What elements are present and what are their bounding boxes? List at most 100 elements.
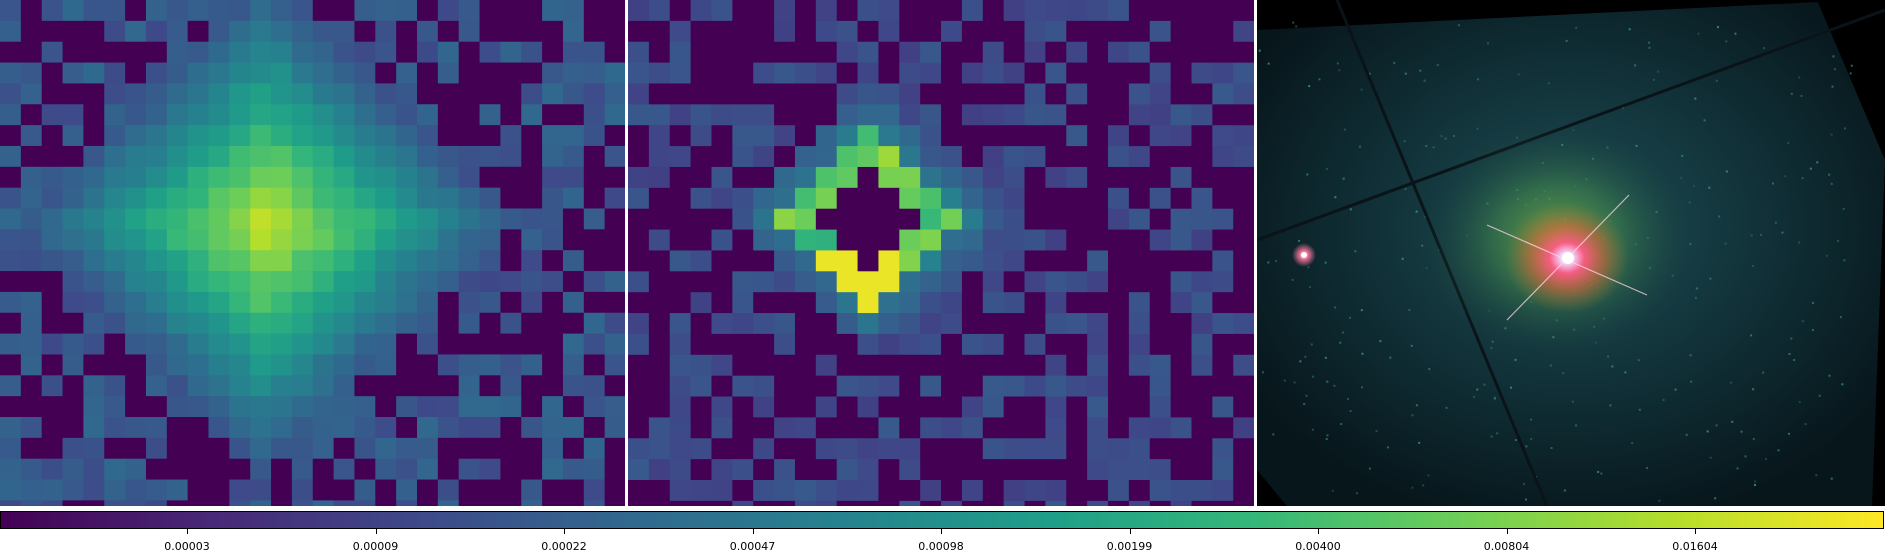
heatmap-pixel — [899, 250, 921, 272]
noise-speck — [1342, 177, 1345, 180]
heatmap-pixel — [1066, 375, 1088, 398]
heatmap-pixel — [1003, 0, 1026, 22]
heatmap-pixel — [0, 479, 22, 501]
heatmap-pixel — [396, 229, 418, 251]
heatmap-pixel — [375, 250, 397, 272]
heatmap-pixel — [1149, 480, 1172, 502]
heatmap-pixel — [104, 396, 126, 418]
heatmap-pixel — [711, 250, 733, 272]
heatmap-pixel — [104, 375, 126, 397]
heatmap-pixel — [83, 83, 105, 105]
noise-speck — [1731, 420, 1734, 423]
heatmap-pixel — [961, 229, 984, 251]
heatmap-pixel — [1045, 62, 1067, 84]
heatmap-pixel — [1066, 396, 1088, 418]
heatmap-pixel — [83, 375, 105, 397]
heatmap-pixel — [500, 354, 522, 376]
heatmap-pixel — [857, 354, 879, 377]
heatmap-pixel — [836, 187, 859, 210]
heatmap-pixel — [941, 62, 963, 84]
heatmap-pixel — [83, 145, 105, 168]
heatmap-pixel — [1045, 187, 1067, 210]
heatmap-pixel — [628, 166, 650, 189]
heatmap-pixel — [166, 271, 189, 293]
heatmap-pixel — [711, 375, 733, 398]
noise-speck — [1342, 331, 1345, 334]
noise-speck — [1324, 261, 1327, 264]
heatmap-pixel — [437, 125, 460, 147]
heatmap-pixel — [628, 396, 650, 418]
heatmap-pixel — [83, 125, 105, 147]
heatmap-pixel — [333, 125, 355, 147]
heatmap-pixel — [815, 41, 838, 64]
heatmap-pixel — [961, 187, 984, 210]
noise-speck — [1304, 355, 1307, 358]
heatmap-pixel — [920, 292, 942, 314]
heatmap-pixel — [479, 437, 501, 460]
heatmap-pixel — [417, 354, 439, 376]
heatmap-pixel — [774, 0, 796, 22]
heatmap-pixel — [562, 396, 585, 418]
heatmap-pixel — [941, 104, 963, 126]
heatmap-pixel — [878, 229, 900, 251]
heatmap-pixel — [312, 312, 335, 335]
heatmap-pixel — [41, 187, 64, 209]
heatmap-pixel — [41, 354, 64, 376]
heatmap-pixel — [0, 396, 22, 418]
heatmap-pixel — [690, 166, 712, 189]
heatmap-pixel — [83, 20, 105, 43]
heatmap-pixel — [500, 458, 522, 481]
heatmap-pixel — [878, 146, 900, 168]
heatmap-pixel — [20, 396, 43, 418]
heatmap-pixel — [479, 20, 501, 43]
heatmap-pixel — [1003, 187, 1026, 210]
heatmap-pixel — [1003, 500, 1026, 506]
heatmap-pixel — [753, 125, 775, 147]
heatmap-pixel — [857, 396, 879, 418]
heatmap-pixel — [774, 375, 796, 398]
heatmap-pixel — [125, 437, 147, 460]
heatmap-pixel — [0, 20, 22, 43]
heatmap-pixel — [229, 396, 251, 418]
heatmap-pixel — [774, 62, 796, 84]
heatmap-pixel — [1066, 292, 1088, 314]
heatmap-pixel — [941, 438, 963, 460]
heatmap-pixel — [521, 0, 543, 22]
heatmap-pixel — [774, 20, 796, 43]
heatmap-pixel — [628, 0, 650, 22]
noise-speck — [1343, 128, 1346, 131]
heatmap-pixel — [1233, 41, 1254, 64]
noise-speck — [1718, 215, 1721, 218]
heatmap-pixel — [104, 104, 126, 126]
heatmap-pixel — [354, 437, 376, 460]
noise-speck — [1694, 97, 1697, 100]
heatmap-pixel — [753, 313, 775, 335]
heatmap-pixel — [669, 208, 692, 231]
heatmap-pixel — [857, 20, 879, 43]
heatmap-pixel — [479, 354, 501, 376]
heatmap-pixel — [982, 250, 1005, 272]
heatmap-pixel — [1024, 104, 1046, 126]
noise-speck — [1787, 141, 1790, 144]
heatmap-pixel — [815, 271, 838, 293]
heatmap-pixel — [291, 166, 314, 189]
heatmap-pixel — [1024, 125, 1046, 147]
heatmap-pixel — [982, 187, 1005, 210]
heatmap-pixel — [774, 459, 796, 481]
heatmap-pixel — [166, 479, 189, 501]
heatmap-pixel — [333, 396, 355, 418]
noise-speck — [1547, 82, 1550, 85]
noise-speck — [1324, 356, 1327, 359]
heatmap-pixel — [669, 229, 692, 251]
heatmap-pixel — [878, 271, 900, 293]
heatmap-pixel — [500, 83, 522, 105]
noise-speck — [1349, 316, 1352, 319]
heatmap-pixel — [271, 417, 293, 439]
noise-speck — [1652, 78, 1655, 81]
noise-speck — [1754, 480, 1757, 483]
noise-speck — [1830, 182, 1833, 185]
heatmap-pixel — [1087, 438, 1109, 460]
heatmap-pixel — [836, 20, 859, 43]
heatmap-pixel — [1191, 333, 1213, 356]
heatmap-pixel — [312, 250, 335, 272]
